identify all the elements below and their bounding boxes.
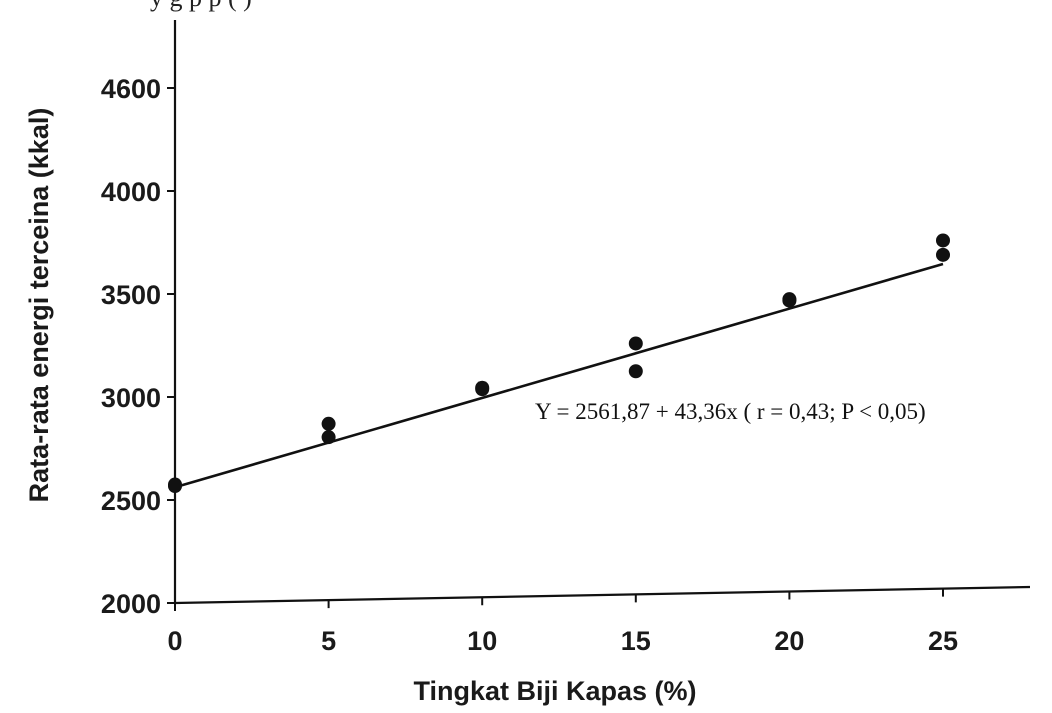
data-point: [782, 293, 797, 308]
y-tick-label: 3000: [101, 383, 161, 413]
data-point: [321, 416, 336, 431]
x-tick-label: 25: [928, 626, 958, 656]
x-axis: [174, 585, 1031, 605]
y-tick-label: 4600: [101, 74, 161, 104]
regression-equation: Y = 2561,87 + 43,36x ( r = 0,43; P < 0,0…: [535, 399, 926, 424]
x-tick-label: 15: [621, 626, 651, 656]
data-point: [168, 478, 182, 493]
data-point: [628, 364, 643, 379]
y-tick-label: 2000: [101, 589, 161, 619]
data-point: [475, 382, 490, 397]
data-point: [936, 247, 950, 262]
x-tick-label: 20: [774, 626, 804, 656]
top-text-fragment: y g p p ( ): [150, 0, 252, 12]
data-point: [936, 233, 950, 248]
data-points: [168, 233, 950, 493]
x-axis-title: Tingkat Biji Kapas (%): [413, 676, 696, 706]
x-tick-label: 5: [321, 626, 336, 656]
y-tick-label: 3500: [101, 280, 161, 310]
x-tick-label: 10: [467, 626, 497, 656]
y-axis-title: Rata-rata energi terceina (kkal): [24, 108, 54, 503]
y-tick-label: 4000: [101, 177, 161, 207]
data-point: [321, 430, 336, 445]
x-tick-group: 0 5 10 15 20 25: [167, 588, 958, 656]
y-tick-group: 2000 2500 3000 3500 4000 4600: [101, 74, 175, 619]
x-axis-line: [174, 585, 1031, 605]
y-tick-label: 2500: [101, 486, 161, 516]
regression-line: [174, 262, 944, 489]
data-point: [628, 336, 643, 351]
x-tick-label: 0: [167, 626, 182, 656]
